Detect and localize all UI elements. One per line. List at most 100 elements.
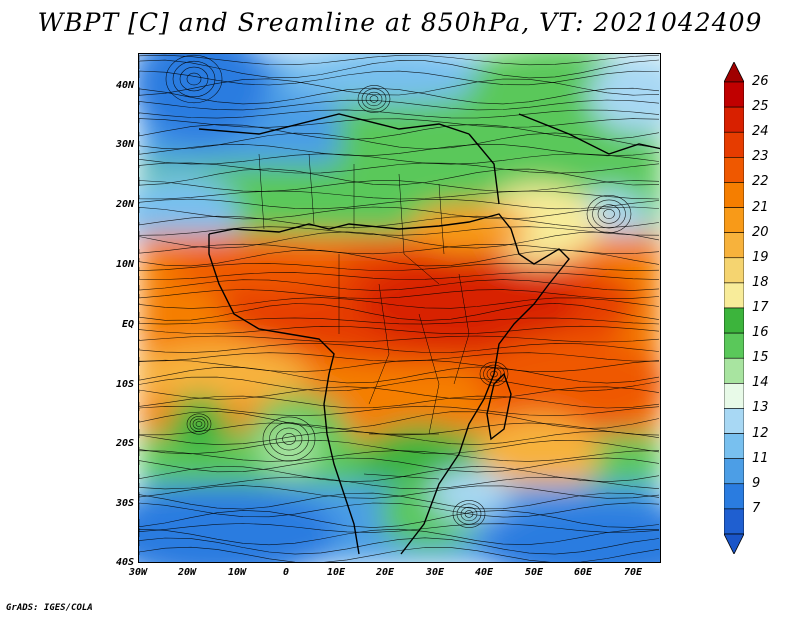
streamline <box>139 510 660 528</box>
streamline <box>139 546 660 562</box>
colorbar-swatch <box>723 282 745 309</box>
colorbar <box>723 61 745 555</box>
streamline <box>139 376 660 392</box>
streamline <box>139 231 660 249</box>
vortex-ring <box>195 421 203 427</box>
streamline <box>139 366 660 384</box>
streamline <box>139 476 660 490</box>
colorbar-swatch <box>723 458 745 485</box>
vortex-ring <box>452 500 486 528</box>
colorbar-label: 25 <box>752 99 769 115</box>
lat-label-20n: 20N <box>115 199 134 210</box>
vortex-ring <box>269 422 309 456</box>
colorbar-swatch <box>723 257 745 284</box>
colorbar-swatch <box>723 157 745 183</box>
streamline <box>139 430 660 445</box>
streamline <box>139 59 660 79</box>
wbpt-field <box>139 54 660 562</box>
lat-label-10n: 10N <box>115 259 134 270</box>
streamline <box>139 70 660 86</box>
lat-label-40s: 40S <box>115 557 134 568</box>
colorbar-label: 9 <box>752 475 761 491</box>
colorbar-label: 22 <box>752 174 769 190</box>
colorbar-label: 23 <box>752 149 769 165</box>
colorbar-label: 19 <box>752 249 769 265</box>
colorbar-swatch <box>723 383 745 409</box>
colorbar-label: 26 <box>752 74 769 89</box>
streamline <box>139 386 660 400</box>
streamline <box>139 302 660 321</box>
vortex-ring <box>603 209 615 219</box>
country-borders <box>258 153 470 480</box>
streamline <box>139 54 660 66</box>
lat-label-10s: 10S <box>115 379 134 390</box>
credit-text: GrADS: IGES/COLA <box>6 603 93 613</box>
streamline <box>139 78 660 96</box>
streamline <box>139 485 660 499</box>
lat-label-40n: 40N <box>115 80 134 91</box>
streamline <box>139 263 660 272</box>
colorbar-swatch <box>723 357 745 384</box>
streamline <box>139 198 660 210</box>
streamline <box>139 317 660 325</box>
colorbar-swatch <box>723 433 745 459</box>
colorbar-label: 18 <box>752 274 769 290</box>
colorbar-label: 17 <box>752 300 769 315</box>
colorbar-swatch <box>723 307 745 334</box>
streamline <box>139 502 660 518</box>
map-panel[interactable] <box>138 53 661 563</box>
vortex-ring <box>165 54 223 104</box>
lon-label-20e: 20E <box>375 567 395 578</box>
streamline <box>139 343 660 353</box>
vortex-ring <box>186 72 202 86</box>
streamline <box>139 325 660 335</box>
streamline <box>139 492 660 510</box>
vortex-ring <box>592 199 626 229</box>
streamline <box>139 226 660 236</box>
colorbar-swatches <box>723 61 745 555</box>
lat-label-eq: EQ <box>121 319 134 330</box>
coastlines <box>198 113 660 555</box>
streamline <box>139 410 660 429</box>
lon-label-30w: 30W <box>128 567 148 578</box>
colorbar-label: 16 <box>752 325 769 341</box>
streamline <box>139 359 660 373</box>
colorbar-label: 7 <box>752 500 761 516</box>
streamline <box>139 123 660 141</box>
streamline <box>139 109 660 119</box>
lon-label-50e: 50E <box>524 567 544 578</box>
lat-label-30s: 30S <box>115 498 134 509</box>
colorbar-swatch <box>723 332 745 359</box>
streamline <box>139 279 660 291</box>
lat-label-20s: 20S <box>115 438 134 449</box>
colorbar-swatch <box>723 81 745 108</box>
vortex-ring <box>262 416 316 462</box>
lon-label-60e: 60E <box>573 567 593 578</box>
streamline <box>139 450 660 462</box>
lon-label-10w: 10W <box>227 567 247 578</box>
colorbar-label: 14 <box>752 375 769 391</box>
streamline <box>139 118 660 128</box>
vortex-ring <box>460 506 478 522</box>
vortex-ring <box>192 418 206 430</box>
colorbar-swatch <box>723 207 745 233</box>
streamline <box>139 206 660 220</box>
colorbar-bottom-arrow <box>723 533 745 555</box>
lat-label-30n: 30N <box>115 139 134 150</box>
colorbar-swatch <box>723 232 745 259</box>
lon-label-0: 0 <box>282 567 290 578</box>
streamline <box>139 249 660 267</box>
lon-label-10e: 10E <box>326 567 346 578</box>
lon-label-20w: 20W <box>177 567 197 578</box>
colorbar-label: 24 <box>752 124 769 140</box>
streamline <box>139 215 660 229</box>
vortex-ring <box>275 427 303 451</box>
streamline <box>139 528 659 546</box>
vortex-ring <box>365 91 383 107</box>
streamline <box>139 87 660 105</box>
colorbar-label: 21 <box>752 199 769 215</box>
vortex-ring <box>456 503 482 525</box>
vortex-ring <box>361 88 387 110</box>
streamline <box>139 180 660 192</box>
streamline <box>139 243 660 255</box>
